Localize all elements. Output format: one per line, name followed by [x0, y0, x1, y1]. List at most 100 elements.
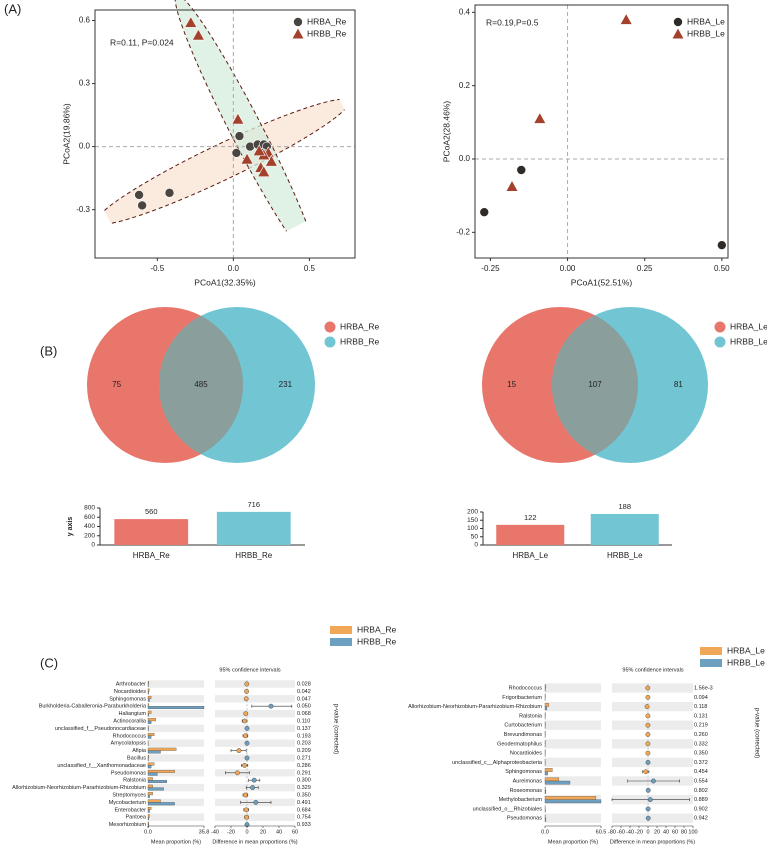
- mean-bar: [147, 762, 155, 766]
- y-tick-label: 50: [471, 533, 479, 540]
- mean-bar: [147, 710, 152, 714]
- y-tick-label: 400: [84, 523, 95, 530]
- y-tick-label: -0.3: [76, 205, 90, 214]
- legend-marker: [671, 27, 685, 40]
- category-label: Pseudomonas: [507, 816, 542, 822]
- p-value: 0.209: [297, 748, 311, 754]
- x-axis-label: Difference in mean proportions (%): [610, 839, 695, 845]
- mean-bar: [147, 732, 155, 736]
- bar: [590, 513, 659, 545]
- row-band: [612, 701, 693, 712]
- row-band: [545, 683, 601, 693]
- point: [717, 240, 727, 250]
- point: [252, 144, 266, 156]
- x-tick-label: -0.5: [150, 264, 164, 273]
- difference-point: [243, 711, 249, 716]
- row-band: [148, 680, 204, 688]
- p-value: 0.131: [694, 713, 708, 719]
- category-label: Enterobacter: [115, 807, 147, 813]
- mean-bar: [147, 750, 161, 754]
- p-value: 0.350: [297, 792, 311, 798]
- p-value: 0.491: [297, 800, 311, 806]
- difference-point: [234, 770, 240, 776]
- x-tick-label: 60: [292, 829, 298, 835]
- row-band: [215, 695, 295, 703]
- mean-bar: [147, 698, 150, 702]
- legend-label: HRBA_Re: [307, 16, 346, 26]
- p-value: 0.260: [694, 732, 708, 738]
- legend-swatch: [700, 647, 722, 655]
- mean-bar: [147, 792, 153, 796]
- difference-point: [645, 806, 651, 812]
- category-label: Pantoea: [126, 815, 147, 821]
- row-band: [612, 739, 693, 749]
- mean-bar: [147, 695, 152, 699]
- mean-bar: [147, 817, 149, 821]
- mean-bar: [544, 777, 560, 782]
- p-value: 0.454: [694, 769, 708, 775]
- y-tick-label: 0.4: [459, 7, 471, 16]
- p-value: 0.300: [297, 778, 311, 784]
- row-band: [148, 783, 204, 792]
- difference-point: [647, 797, 653, 802]
- difference-point: [645, 787, 651, 793]
- p-value: 0.094: [694, 695, 708, 701]
- difference-point: [242, 718, 248, 724]
- x-axis-label: Mean proportion (%): [151, 839, 201, 845]
- y-tick-label: 0.3: [79, 79, 91, 88]
- legend-label: HRBB_Le: [730, 336, 767, 346]
- point: [264, 154, 278, 167]
- p-value: 0.050: [297, 704, 311, 710]
- x-tick-label: -0.25: [481, 264, 500, 273]
- venn-count: 107: [588, 380, 602, 389]
- x-tick-label: HRBB_Re: [235, 551, 272, 560]
- x-tick-label: -20: [227, 829, 235, 835]
- mean-bar: [147, 713, 149, 717]
- y-axis-label: PCoA2(19.86%): [61, 103, 71, 165]
- row-band: [148, 724, 204, 733]
- mean-bar: [147, 688, 150, 692]
- row-band: [612, 757, 693, 768]
- mean-bar: [147, 821, 149, 825]
- point: [134, 190, 144, 200]
- ci-title: 95% confidence intervals: [622, 667, 683, 673]
- point: [257, 165, 271, 177]
- mean-bar: [147, 765, 152, 769]
- x-axis-label: PCoA1(52.51%): [571, 277, 633, 287]
- legend-marker: [673, 17, 683, 27]
- panel-label: (A): [4, 1, 21, 16]
- legend-marker: [324, 321, 336, 333]
- category-label: Pseudomonas: [111, 770, 146, 776]
- point: [516, 165, 527, 175]
- category-label: Burkholderia-Caballeronia-Paraburkholder…: [39, 704, 147, 710]
- legend-marker: [293, 17, 303, 27]
- category-label: Geodermatophilus: [497, 741, 542, 747]
- x-tick-label: 0.5: [304, 264, 316, 273]
- category-label: Curtobacterium: [504, 723, 542, 729]
- plot-frame: [94, 9, 356, 259]
- point: [234, 131, 245, 141]
- mean-bar: [147, 769, 175, 773]
- difference-point: [644, 704, 650, 709]
- p-value: 0.271: [297, 755, 311, 761]
- row-band: [612, 720, 693, 730]
- difference-point: [244, 681, 250, 687]
- y-tick-label: 600: [84, 514, 95, 521]
- point: [231, 112, 245, 125]
- p-value-axis-label: p-value (corrected): [753, 708, 759, 758]
- bar-value-label: 188: [618, 502, 631, 511]
- mean-bar: [544, 684, 547, 689]
- mean-bar: [147, 809, 150, 813]
- y-tick-label: 150: [467, 517, 478, 524]
- p-value: 0.047: [297, 696, 311, 702]
- y-tick-label: 0.0: [79, 142, 91, 151]
- mean-bar: [544, 771, 548, 776]
- x-tick-label: 40: [276, 829, 282, 835]
- x-tick-label: 60.5: [596, 829, 607, 835]
- row-band: [148, 754, 204, 762]
- row-band: [215, 680, 295, 688]
- row-band: [612, 683, 693, 693]
- p-value: 0.372: [694, 760, 708, 766]
- point: [184, 15, 198, 28]
